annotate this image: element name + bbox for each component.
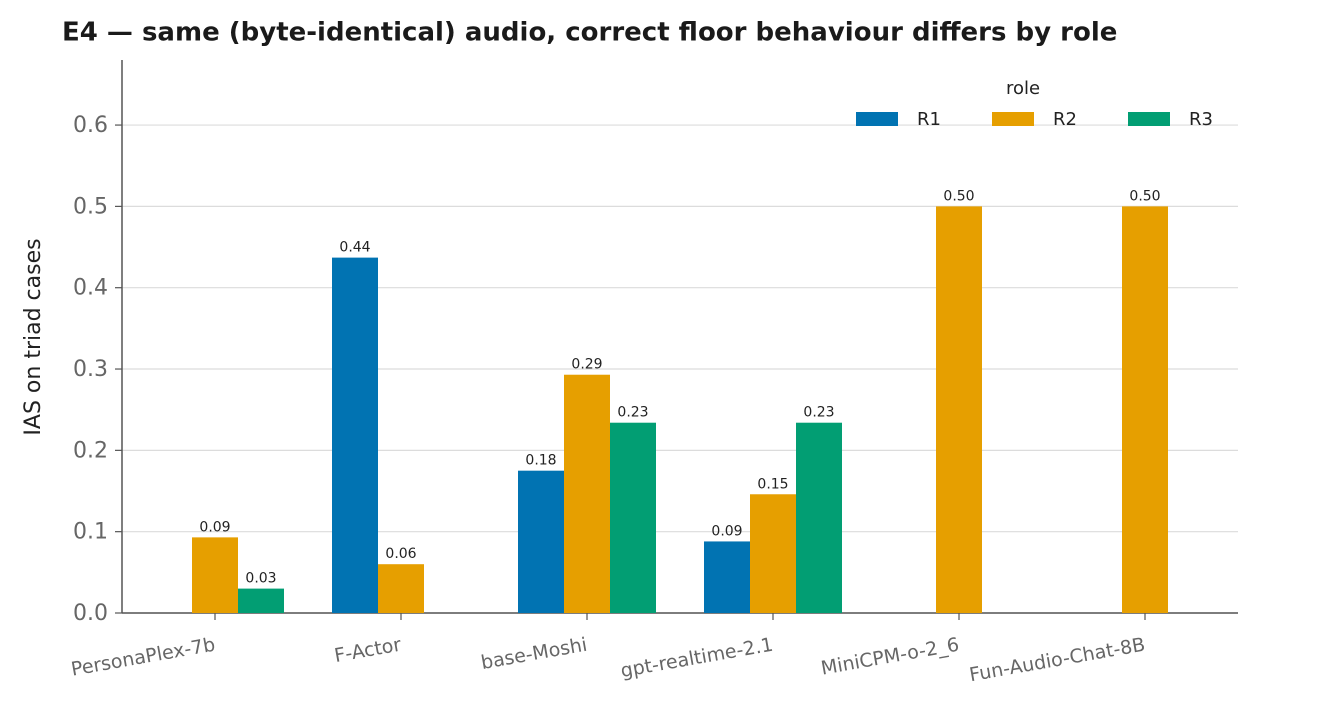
bar — [796, 422, 842, 613]
bar — [750, 494, 796, 613]
y-tick-label: 0.6 — [73, 113, 108, 138]
chart-title: E4 — same (byte-identical) audio, correc… — [62, 18, 1117, 48]
data-label: 0.03 — [245, 571, 276, 587]
data-label: 0.50 — [943, 188, 974, 204]
data-label: 0.44 — [339, 240, 370, 256]
bar — [238, 588, 284, 613]
legend-label: R2 — [1053, 109, 1077, 130]
x-tick-label: Fun-Audio-Chat-8B — [968, 634, 1147, 687]
data-label: 0.23 — [617, 405, 648, 421]
data-label: 0.09 — [711, 523, 742, 539]
y-tick-label: 0.3 — [73, 357, 108, 382]
data-label: 0.23 — [803, 405, 834, 421]
legend-title: role — [1006, 78, 1040, 99]
legend-label: R1 — [917, 109, 941, 130]
y-tick-label: 0.5 — [73, 194, 108, 219]
x-tick-label: F-Actor — [333, 634, 403, 667]
bar — [192, 537, 238, 613]
bar — [704, 541, 750, 613]
x-tick-label: MiniCPM-o-2_6 — [819, 634, 961, 680]
legend-swatch — [992, 112, 1034, 126]
y-axis-label: IAS on triad cases — [21, 238, 46, 435]
data-label: 0.15 — [757, 476, 788, 492]
bar — [564, 374, 610, 613]
x-tick-label: PersonaPlex-7b — [69, 634, 216, 681]
bar — [378, 564, 424, 613]
legend-swatch — [1128, 112, 1170, 126]
data-label: 0.06 — [385, 546, 416, 562]
bar — [518, 470, 564, 613]
x-tick-label: base-Moshi — [479, 634, 589, 674]
y-tick-label: 0.0 — [73, 601, 108, 626]
bar — [1122, 206, 1168, 613]
legend-swatch — [856, 112, 898, 126]
y-tick-label: 0.1 — [73, 520, 108, 545]
data-label: 0.18 — [525, 453, 556, 469]
bar — [610, 422, 656, 613]
bar — [332, 257, 378, 613]
data-label: 0.50 — [1129, 188, 1160, 204]
data-label: 0.29 — [571, 357, 602, 373]
legend-label: R3 — [1189, 109, 1213, 130]
bar — [936, 206, 982, 613]
x-tick-label: gpt-realtime-2.1 — [619, 634, 775, 682]
y-tick-label: 0.2 — [73, 438, 108, 463]
data-label: 0.09 — [199, 519, 230, 535]
y-tick-label: 0.4 — [73, 276, 108, 301]
